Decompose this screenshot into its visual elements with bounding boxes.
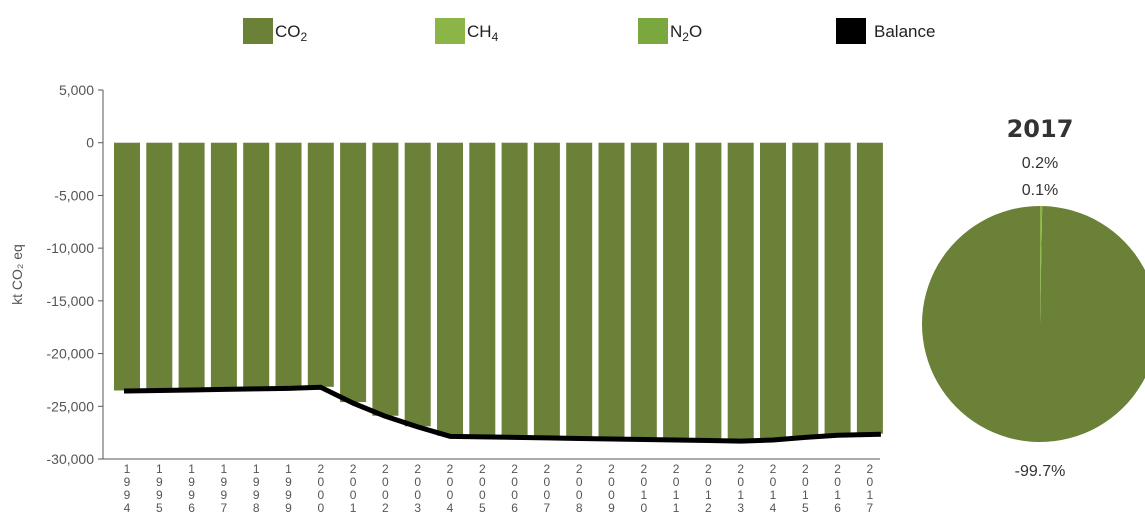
pie-slice-co2: [922, 206, 1145, 442]
pie-slice-n2o: [1040, 206, 1043, 324]
y-tick-label: -25,000: [47, 398, 95, 414]
co2-bar-2001: [340, 142, 367, 403]
y-tick-label: -20,000: [47, 346, 95, 362]
co2-bar-2014: [760, 142, 786, 440]
co2-bar-2000: [307, 142, 334, 387]
co2-bar-1997: [210, 142, 237, 389]
co2-bars: [114, 142, 883, 441]
co2-bar-2017: [856, 142, 883, 434]
chart-legend: CO2 CH4 N2O Balance: [243, 18, 935, 44]
y-tick-label: -5,000: [54, 187, 94, 203]
co2-bar-2011: [663, 142, 690, 440]
co2-bar-2012: [695, 142, 722, 441]
co2-bar-2007: [533, 142, 560, 438]
pie-label-n2o: 0.1%: [1022, 182, 1058, 199]
co2-bar-2010: [630, 142, 657, 439]
pie-slice-ch4: [1040, 206, 1042, 324]
pie-title: 2017: [1007, 115, 1074, 143]
legend-label: Balance: [874, 22, 935, 41]
co2-bar-2006: [501, 142, 528, 437]
co2-bar-1998: [243, 142, 270, 388]
legend-swatch: [435, 18, 465, 44]
co2-bar-1999: [275, 142, 302, 388]
pie-label-ch4: 0.2%: [1022, 155, 1058, 172]
y-axis-title: kt CO₂ eq: [9, 244, 25, 305]
co2-bar-1996: [178, 142, 205, 390]
x-axis-labels: 1 9 9 4 1 9 9 5 1 9 9 6 1 9 9 7 1 9 9 8 1 9 9 9 2 0 0 0 2 0 0 1 2 0 0 2 2 0 0 3…: [124, 462, 874, 515]
co2-bar-2016: [824, 142, 851, 435]
co2-bar-2002: [372, 142, 399, 416]
co2-bar-2015: [792, 142, 819, 437]
co2-bar-1994: [114, 142, 140, 391]
legend-swatch: [243, 18, 273, 44]
co2-bar-2009: [598, 142, 625, 439]
balance-line-path: [123, 384, 881, 444]
y-tick-label: 5,000: [59, 82, 94, 98]
co2-bar-2013: [727, 142, 754, 441]
y-axis: 5,000 0 -5,000 -10,000 -15,000 -20,000 -25,000…: [9, 82, 880, 467]
co2-bar-2005: [469, 142, 496, 437]
legend-swatch: [638, 18, 668, 44]
y-tick-label: -10,000: [47, 240, 95, 256]
balance-line: [123, 384, 881, 444]
co2-bar-1995: [146, 142, 173, 390]
pie-chart-2017: 2017 0.2% 0.1% -99.7%: [922, 115, 1145, 480]
co2-bar-2004: [437, 142, 463, 436]
co2-bar-2008: [566, 142, 593, 438]
y-tick-label: 0: [86, 135, 94, 151]
legend-swatch: [836, 18, 866, 44]
co2-bar-2003: [404, 142, 431, 427]
y-tick-label: -30,000: [47, 451, 95, 467]
legend-label: CO2: [275, 22, 308, 44]
pie-label-co2: -99.7%: [1015, 463, 1066, 480]
legend-label: N2O: [670, 22, 702, 44]
y-tick-label: -15,000: [47, 293, 95, 309]
legend-label: CH4: [467, 22, 499, 44]
